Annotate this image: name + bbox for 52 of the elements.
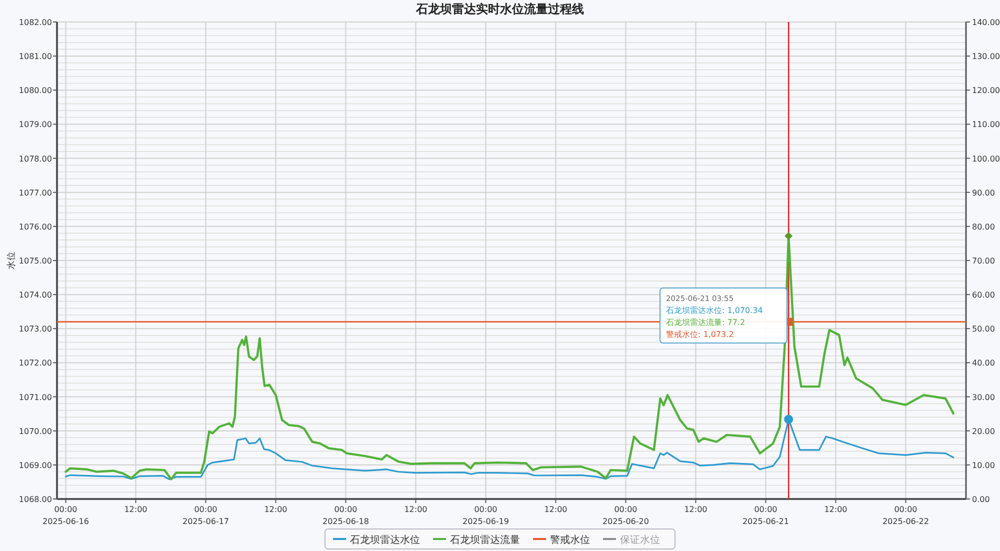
x-tick-label: 12:00	[404, 505, 428, 514]
annotation: 警戒水位: 1,073.2	[666, 330, 734, 339]
y2-tick-label: 140.00	[972, 18, 1000, 27]
x-tick-label: 00:00 2025-06-18	[322, 505, 369, 526]
x-tick-label: 12:00	[824, 505, 848, 514]
y2-tick-label: 20.00	[972, 426, 995, 436]
y-tick-label: 1071.00	[18, 392, 52, 402]
y-tick-label: 1076.00	[18, 222, 52, 232]
y-axis-title: 水位	[6, 252, 17, 270]
y-tick-label: 1073.00	[18, 324, 52, 334]
y-tick-label: 1079.00	[18, 120, 52, 130]
y2-tick-label: 120.00	[972, 86, 1000, 96]
y2-tick-label: 80.00	[972, 222, 995, 232]
legend-label: 石龙坝雷达水位	[350, 534, 420, 546]
x-tick-label: 00:00 2025-06-19	[462, 505, 509, 526]
chart-title: 石龙坝雷达实时水位流量过程线	[415, 2, 584, 16]
y-tick-label: 1069.00	[18, 460, 52, 470]
y-tick-label: 1072.00	[18, 358, 52, 368]
y2-tick-label: 50.00	[972, 324, 995, 334]
y2-tick-label: 60.00	[972, 290, 995, 300]
y-tick-label: 1074.00	[18, 290, 52, 300]
y-tick-label: 1077.00	[18, 188, 52, 198]
legend-label: 石龙坝雷达流量	[450, 534, 520, 546]
x-tick-label: 00:00 2025-06-16	[42, 505, 89, 526]
y2-tick-label: 110.00	[972, 120, 1000, 130]
annotation: 石龙坝雷达流量: 77.2	[666, 318, 746, 327]
y2-tick-label: 0.00	[972, 495, 990, 504]
x-tick-label: 00:00 2025-06-22	[882, 505, 929, 526]
x-tick-label: 12:00	[544, 505, 568, 514]
y-tick-label: 1078.00	[18, 154, 52, 164]
y-tick-label: 1075.00	[18, 256, 52, 266]
y2-tick-label: 70.00	[972, 256, 995, 266]
x-tick-label: 12:00	[684, 505, 708, 514]
x-tick-label: 12:00	[264, 505, 288, 514]
y-tick-label: 1068.00	[18, 495, 52, 504]
y2-tick-label: 100.00	[972, 154, 1000, 164]
y-tick-label: 1070.00	[18, 426, 52, 436]
y2-tick-label: 130.00	[972, 52, 1000, 62]
legend-label: 保证水位	[620, 534, 660, 546]
y2-tick-label: 10.00	[972, 460, 995, 470]
x-tick-label: 12:00	[124, 505, 148, 514]
y-tick-label: 1081.00	[18, 52, 52, 62]
y2-tick-label: 40.00	[972, 358, 995, 368]
y-tick-label: 1080.00	[18, 86, 52, 96]
y-tick-label: 1082.00	[18, 18, 52, 27]
legend-label: 警戒水位	[550, 534, 590, 546]
y2-tick-label: 90.00	[972, 188, 995, 198]
x-tick-label: 00:00 2025-06-21	[742, 505, 789, 526]
x-tick-label: 00:00 2025-06-17	[182, 505, 229, 526]
annotation: 石龙坝雷达水位: 1,070.34	[666, 306, 763, 315]
y2-tick-label: 30.00	[972, 392, 995, 402]
x-tick-label: 00:00 2025-06-20	[602, 505, 649, 526]
